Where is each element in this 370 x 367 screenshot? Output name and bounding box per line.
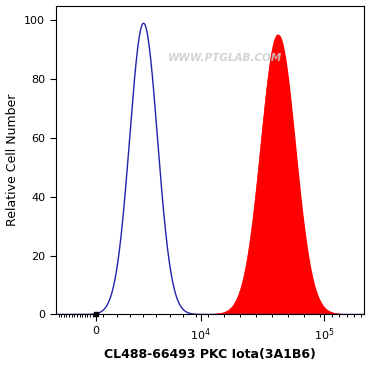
X-axis label: CL488-66493 PKC Iota(3A1B6): CL488-66493 PKC Iota(3A1B6) [104,348,316,361]
Y-axis label: Relative Cell Number: Relative Cell Number [6,94,18,226]
Text: WWW.PTGLAB.COM: WWW.PTGLAB.COM [168,53,283,63]
